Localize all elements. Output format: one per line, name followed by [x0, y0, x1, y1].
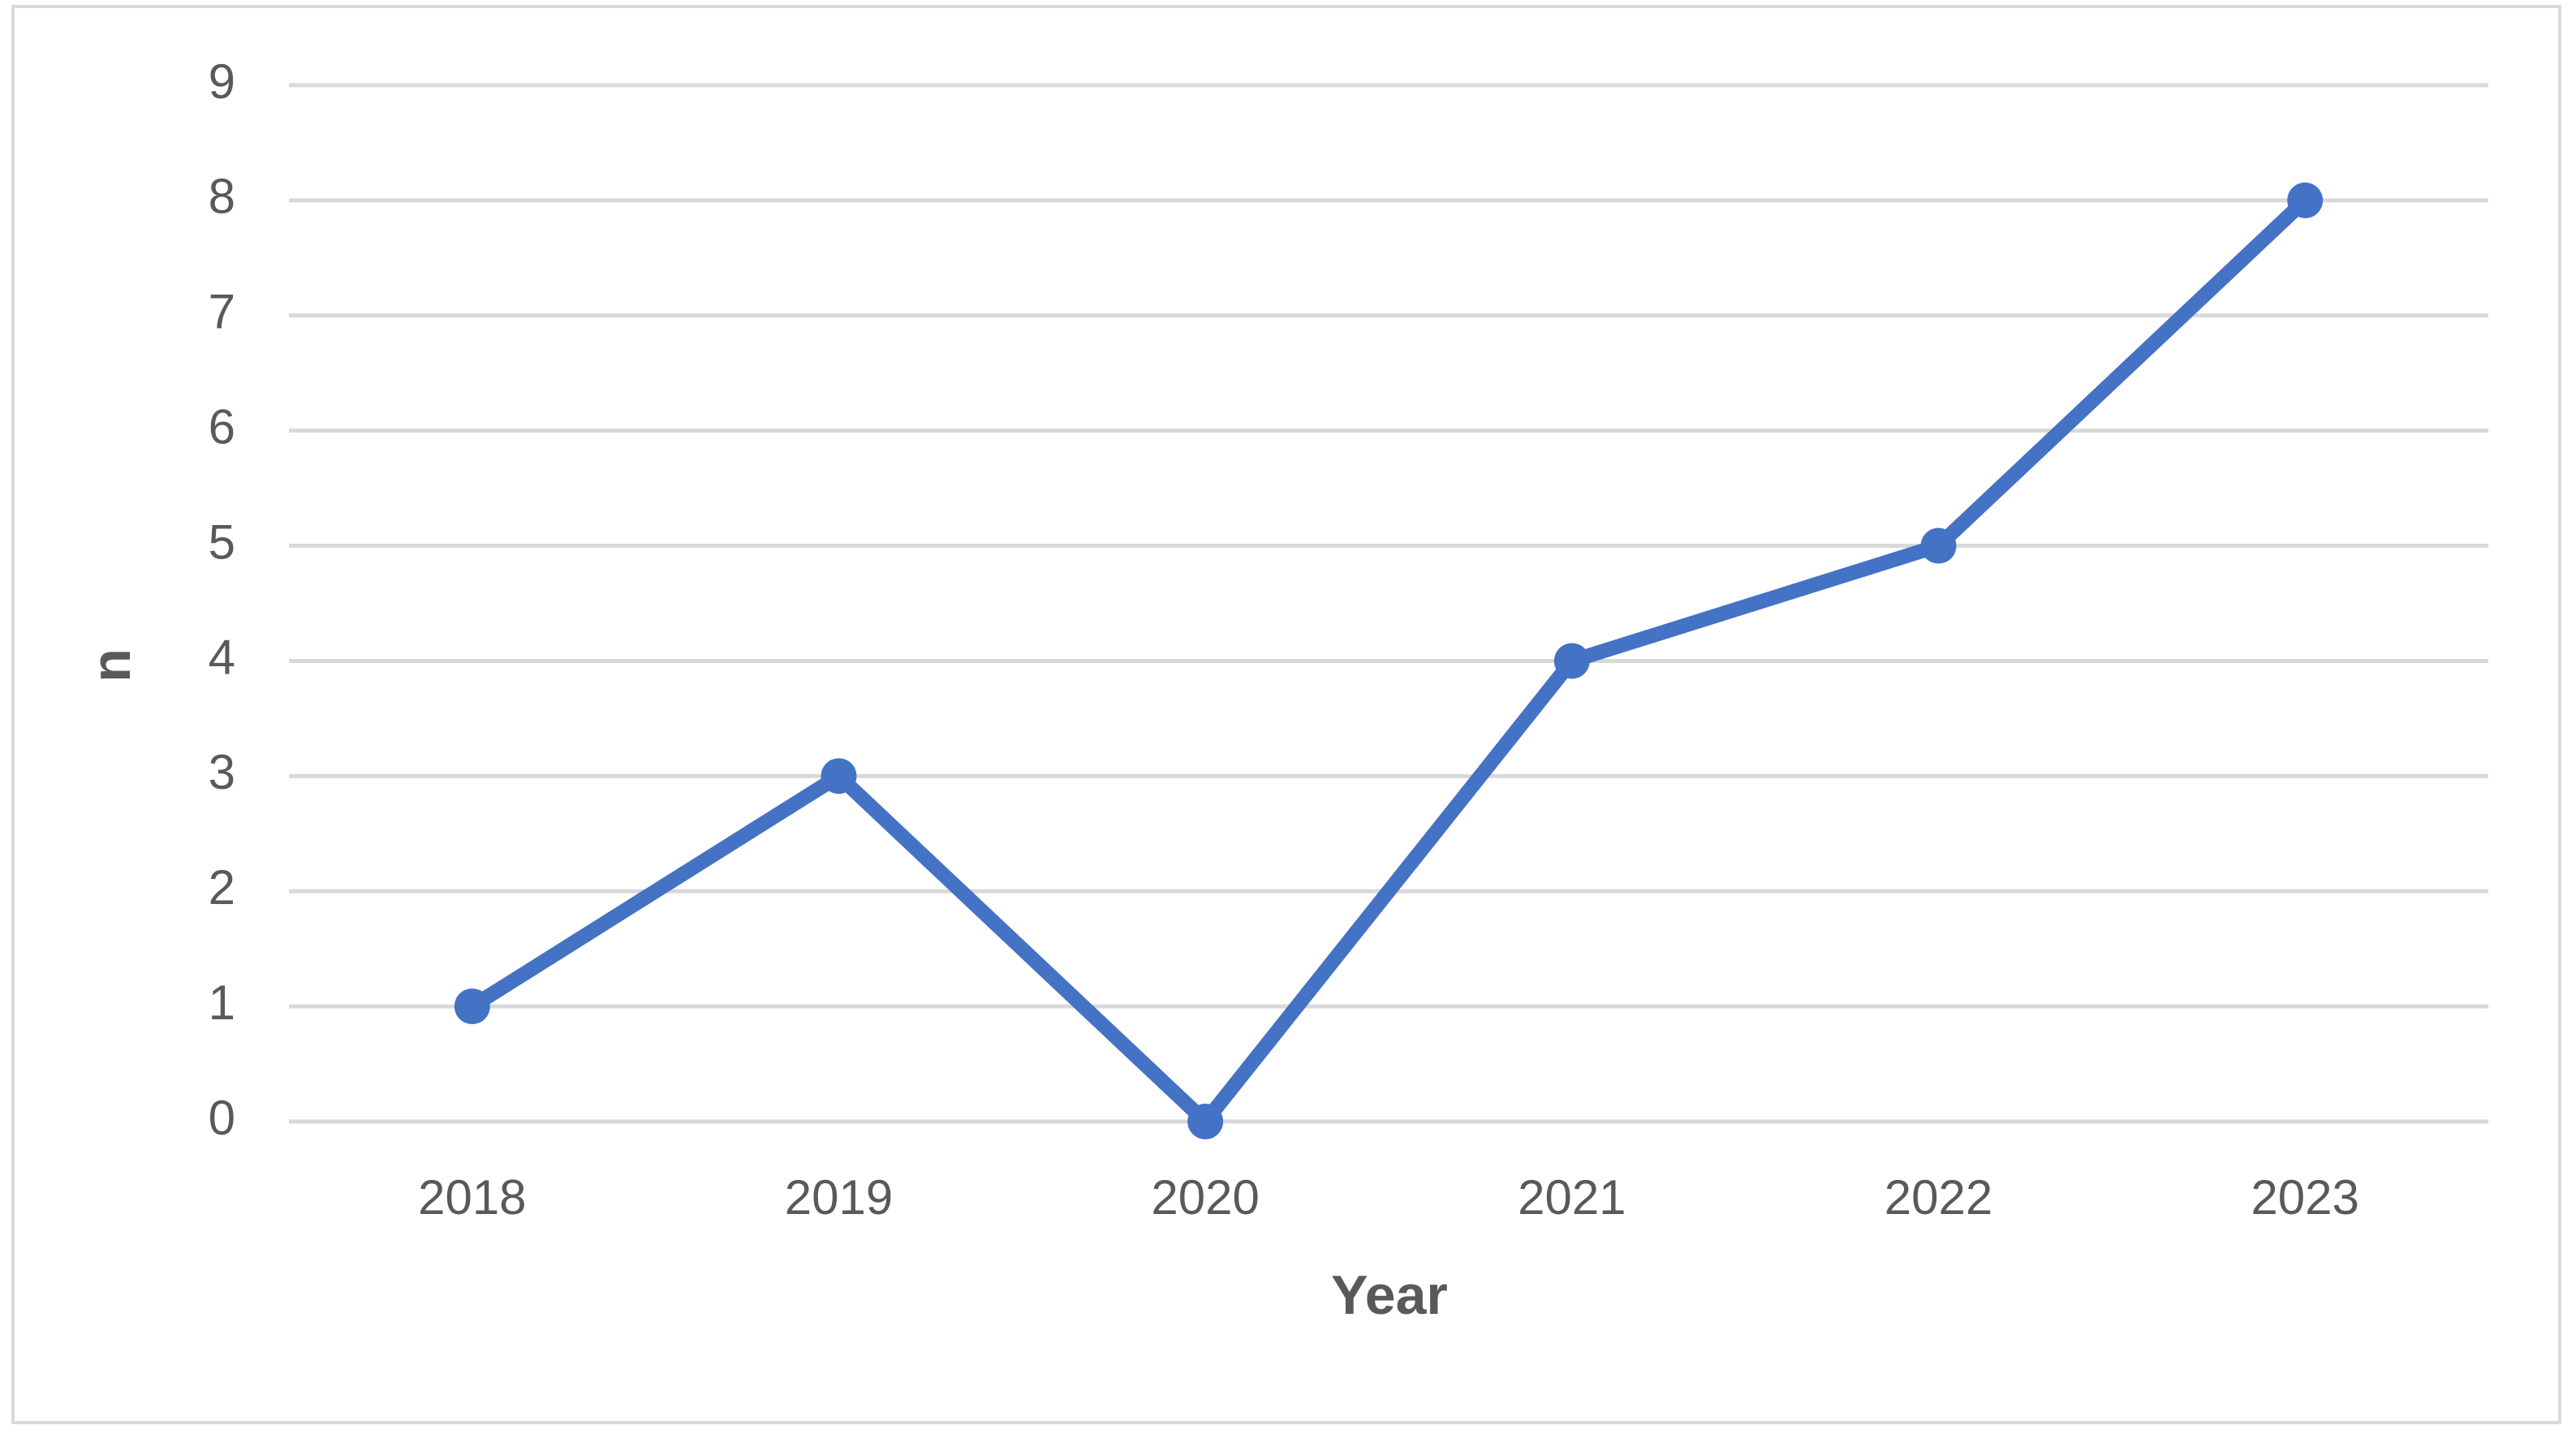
x-axis-title: Year	[1331, 1264, 1448, 1326]
data-point	[1553, 643, 1590, 679]
y-tick-label: 4	[209, 630, 235, 684]
data-point	[454, 988, 490, 1025]
x-tick-label: 2018	[418, 1170, 526, 1225]
y-tick-label: 8	[209, 170, 235, 224]
data-point	[821, 758, 857, 794]
data-point	[1920, 527, 1957, 564]
y-tick-label: 6	[209, 400, 235, 454]
y-axis-title: n	[80, 648, 142, 682]
chart-border	[11, 5, 2561, 1424]
y-tick-label: 3	[209, 745, 235, 799]
data-point	[2287, 182, 2324, 218]
y-tick-label: 0	[209, 1091, 235, 1145]
x-tick-label: 2022	[1885, 1170, 1992, 1225]
y-tick-label: 5	[209, 514, 235, 569]
series-line	[468, 195, 2311, 1129]
x-tick-label: 2021	[1518, 1170, 1626, 1225]
x-tick-label: 2023	[2251, 1170, 2358, 1225]
x-tick-label: 2019	[785, 1170, 893, 1225]
x-tick-label: 2020	[1151, 1170, 1259, 1225]
y-tick-label: 9	[209, 54, 235, 109]
y-tick-label: 2	[209, 860, 235, 915]
data-point	[1187, 1104, 1224, 1139]
y-tick-label: 1	[209, 975, 235, 1030]
y-tick-label: 7	[209, 285, 235, 339]
